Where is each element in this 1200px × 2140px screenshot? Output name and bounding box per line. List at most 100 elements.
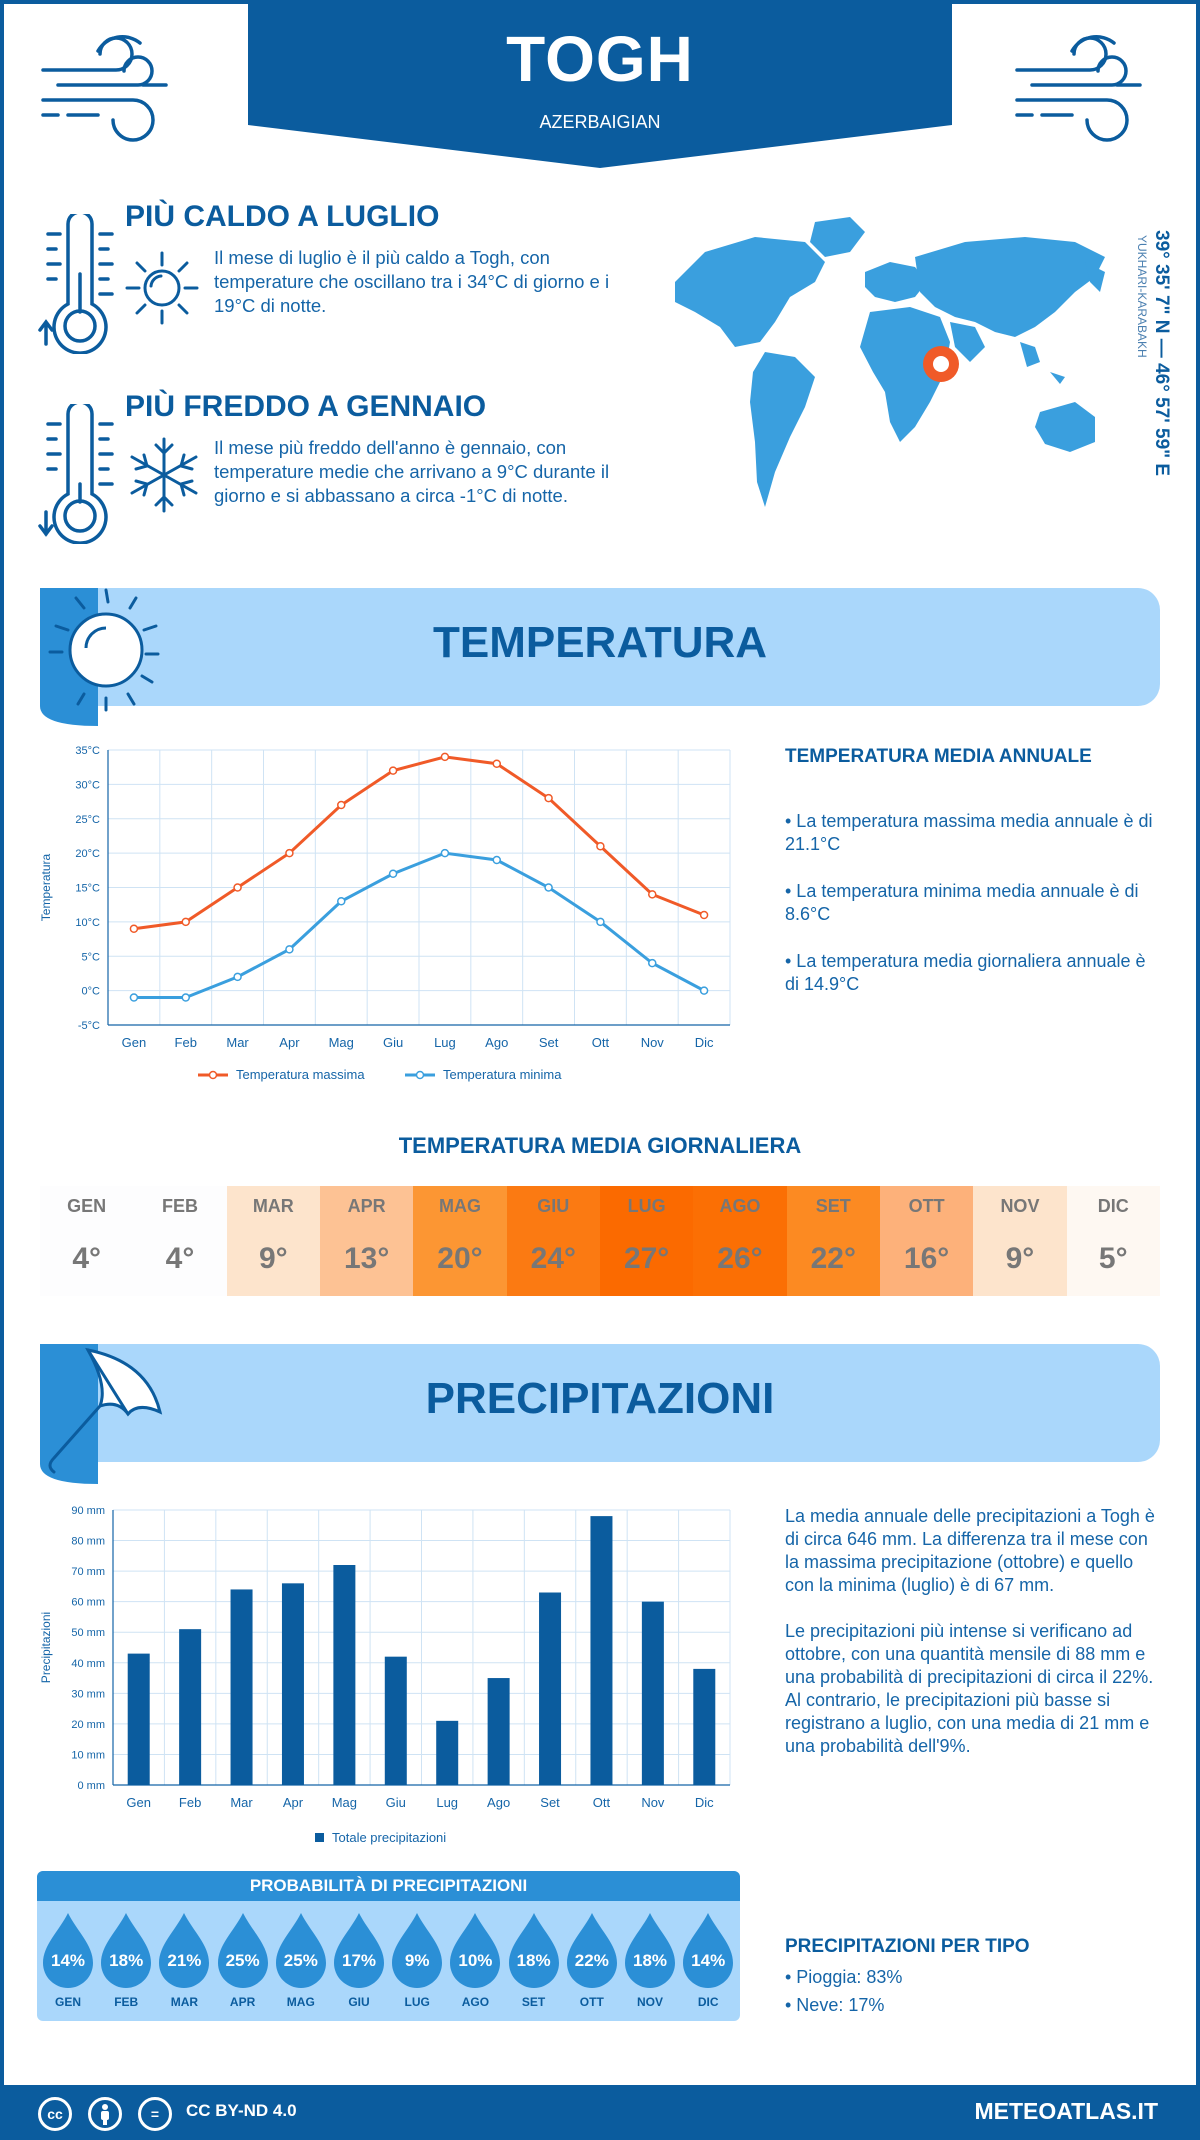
data-point	[285, 945, 294, 954]
bar	[230, 1589, 253, 1785]
data-point	[492, 759, 501, 768]
legend-label: Temperatura minima	[443, 1067, 562, 1082]
probability-month: LUG	[404, 1995, 430, 2009]
umbrella-icon	[40, 1344, 163, 1484]
daily-temp-month: OTT	[908, 1196, 945, 1216]
probability-month: GEN	[54, 1995, 81, 2009]
raindrop-icon	[683, 1913, 734, 1988]
daily-temp-cell: MAG 20°	[413, 1186, 507, 1296]
y-axis-label: Temperatura	[39, 853, 53, 921]
header-banner: TOGH AZERBAIGIAN	[248, 0, 952, 170]
annual-min-text: • La temperatura minima media annuale è …	[785, 881, 1139, 924]
data-point	[440, 848, 450, 858]
daily-temp-cell: LUG 27°	[599, 1186, 694, 1296]
world-map	[675, 217, 1105, 507]
bar	[333, 1565, 356, 1785]
probability-month: AGO	[461, 1995, 490, 2009]
probability-month: DIC	[697, 1995, 719, 2009]
probability-drop: 22% OTT	[565, 1911, 619, 2009]
annual-mean-text: • La temperatura media giornaliera annua…	[785, 951, 1146, 994]
country-name: AZERBAIGIAN	[539, 112, 661, 132]
daily-temperature-title: TEMPERATURA MEDIA GIORNALIERA	[398, 1133, 802, 1158]
data-point	[648, 890, 657, 899]
daily-temp-value: 4°	[165, 1242, 195, 1275]
data-point	[440, 752, 450, 762]
x-tick-label: Gen	[126, 1795, 151, 1810]
raindrop-icon	[392, 1913, 443, 1988]
y-tick-label: 80 mm	[71, 1536, 105, 1548]
daily-temperature-table: GEN 4° FEB 4° MAR 9° APR 13° MAG 20° GIU 24° LUG 27° A…	[40, 1186, 1160, 1296]
daily-temp-cell: NOV 9°	[973, 1186, 1067, 1296]
daily-temp-value: 9°	[1005, 1242, 1035, 1275]
probability-month: MAR	[170, 1995, 199, 2009]
data-point	[388, 869, 398, 878]
raindrop-icon	[217, 1913, 268, 1988]
wind-icon	[1015, 35, 1142, 142]
daily-temp-month: GEN	[67, 1196, 107, 1216]
y-tick-label: 35°C	[75, 745, 100, 757]
probability-month: SET	[521, 1995, 546, 2009]
x-tick-label: Set	[539, 1035, 559, 1050]
no-derivatives-icon: =	[138, 2097, 172, 2131]
probability-value: 25%	[225, 1951, 260, 1970]
thermometer-cold-icon	[38, 404, 114, 544]
snow-share: • Neve: 17%	[785, 1995, 885, 2015]
bar	[590, 1516, 613, 1785]
page-title: TOGH	[506, 23, 694, 95]
daily-temp-value: 5°	[1098, 1242, 1128, 1275]
hottest-title: PIÙ CALDO A LUGLIO	[125, 200, 440, 233]
data-point	[337, 800, 346, 810]
probability-drop: 9% LUG	[390, 1911, 444, 2009]
x-tick-label: Lug	[436, 1795, 458, 1810]
x-tick-label: Ago	[487, 1795, 510, 1810]
data-point	[129, 993, 139, 1002]
y-tick-label: 25°C	[75, 814, 100, 826]
precipitation-probability-box: PROBABILITÀ DI PRECIPITAZIONI 14% GEN 18% F…	[37, 1871, 740, 2021]
raindrop-icon	[159, 1913, 210, 1988]
x-tick-label: Nov	[641, 1795, 665, 1810]
precipitation-text-2: Le precipitazioni più intense si verific…	[785, 1621, 1154, 1756]
annual-max-text: • La temperatura massima media annuale è…	[785, 811, 1153, 854]
data-point	[181, 993, 190, 1002]
y-tick-label: 10 mm	[71, 1749, 105, 1761]
probability-value: 18%	[516, 1951, 551, 1970]
probability-month: OTT	[579, 1995, 604, 2009]
x-tick-label: Giu	[386, 1795, 406, 1810]
data-point	[233, 883, 242, 892]
y-tick-label: 5°C	[82, 951, 101, 963]
daily-temp-cell: GIU 24°	[506, 1186, 600, 1296]
daily-temp-cell: APR 13°	[319, 1186, 414, 1296]
probability-value: 14%	[691, 1951, 726, 1970]
coldest-text: Il mese più freddo dell'anno è gennaio, …	[214, 437, 610, 506]
license-text: CC BY-ND 4.0	[186, 2101, 297, 2120]
daily-temp-cell: OTT 16°	[879, 1186, 974, 1296]
daily-temp-cell: MAR 9°	[226, 1186, 320, 1296]
daily-temp-value: 16°	[903, 1242, 950, 1275]
y-axis-label: Precipitazioni	[39, 1612, 53, 1683]
data-point	[648, 958, 657, 968]
daily-temp-cell: SET 22°	[786, 1186, 880, 1296]
raindrop-icon	[275, 1913, 326, 1988]
data-point	[699, 986, 709, 995]
hottest-text: Il mese di luglio è il più caldo a Togh,…	[214, 247, 610, 316]
probability-drop: 10% AGO	[448, 1911, 502, 2009]
bar	[487, 1678, 510, 1785]
daily-temp-month: MAG	[438, 1196, 481, 1216]
probability-value: 18%	[109, 1951, 144, 1970]
raindrop-icon	[334, 1913, 384, 1988]
data-point	[544, 793, 553, 803]
daily-temp-value: 24°	[530, 1242, 576, 1275]
precipitation-section-title: PRECIPITAZIONI	[425, 1374, 775, 1423]
site-link[interactable]: METEOATLAS.IT	[974, 2098, 1158, 2124]
x-tick-label: Dic	[695, 1035, 714, 1050]
y-tick-label: 90 mm	[71, 1505, 105, 1517]
data-point	[337, 897, 346, 906]
cc-icon: cc	[38, 2097, 72, 2131]
rain-share: • Pioggia: 83%	[785, 1967, 903, 1987]
daily-temp-value: 20°	[437, 1242, 483, 1275]
series-line	[133, 755, 705, 931]
precipitation-summary: La media annuale delle precipitazioni a …	[785, 1505, 1155, 1758]
temperature-chart: -5°C 0°C 5°C 10°C 15°C 20°C 25°C 30°C 35°C Gen Feb…	[39, 745, 731, 1082]
probability-month: NOV	[636, 1995, 663, 2009]
x-tick-label: Giu	[383, 1035, 403, 1050]
